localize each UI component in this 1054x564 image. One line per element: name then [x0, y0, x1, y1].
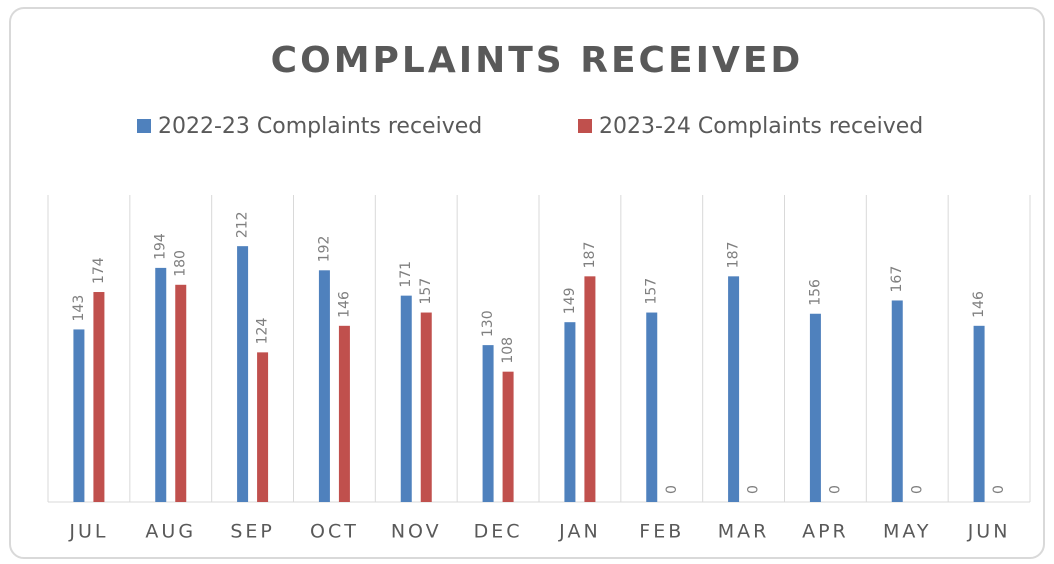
bar	[584, 276, 596, 502]
bar	[482, 345, 494, 502]
data-label: 171	[398, 261, 414, 288]
data-label: 192	[316, 236, 332, 263]
x-tick-label: FEB	[639, 521, 684, 543]
x-tick-label: AUG	[145, 521, 196, 543]
bar	[891, 300, 903, 502]
legend-swatch	[137, 119, 151, 133]
bar	[318, 270, 330, 502]
legend-label: 2023-24 Complaints received	[599, 114, 923, 139]
bar	[728, 276, 740, 502]
bar	[564, 322, 576, 502]
data-label: 194	[153, 233, 169, 260]
chart-title: COMPLAINTS RECEIVED	[271, 40, 804, 81]
x-tick-label: JUN	[967, 521, 1011, 543]
bar	[73, 329, 85, 502]
bar	[502, 371, 514, 502]
data-label: 0	[909, 485, 925, 494]
data-label: 130	[480, 310, 496, 337]
data-label: 180	[173, 250, 189, 277]
data-label: 146	[971, 291, 987, 318]
data-label: 124	[255, 318, 271, 345]
data-label: 156	[807, 279, 823, 306]
data-label: 0	[991, 485, 1007, 494]
x-tick-label: APR	[802, 521, 849, 543]
x-tick-label: JAN	[558, 521, 600, 543]
bar	[809, 313, 821, 502]
data-label: 149	[562, 287, 578, 314]
data-label: 187	[726, 242, 742, 269]
chart-card	[9, 7, 1045, 559]
data-label: 143	[71, 295, 87, 322]
x-tick-label: MAY	[883, 521, 932, 543]
x-tick-label: JUL	[68, 521, 108, 543]
data-label: 0	[664, 485, 680, 494]
data-label: 174	[91, 257, 107, 284]
bar	[237, 246, 249, 502]
x-tick-label: SEP	[230, 521, 275, 543]
data-label: 157	[644, 278, 660, 305]
x-tick-label: OCT	[310, 521, 359, 543]
data-label: 0	[746, 485, 762, 494]
bar	[338, 325, 350, 502]
bar	[257, 352, 269, 502]
data-label: 108	[500, 337, 516, 364]
x-tick-label: MAR	[718, 521, 770, 543]
bar	[400, 295, 412, 502]
bar	[155, 267, 167, 502]
data-label: 146	[336, 291, 352, 318]
bar	[420, 312, 432, 502]
legend-label: 2022-23 Complaints received	[158, 114, 482, 139]
bar	[93, 292, 105, 502]
bar	[646, 312, 658, 502]
x-tick-label: DEC	[474, 521, 523, 543]
bar	[175, 284, 187, 502]
data-label: 0	[827, 485, 843, 494]
data-label: 212	[235, 211, 251, 238]
bar	[973, 325, 985, 502]
data-label: 167	[889, 266, 905, 293]
legend-swatch	[578, 119, 592, 133]
data-label: 157	[418, 278, 434, 305]
data-label: 187	[582, 242, 598, 269]
x-tick-label: NOV	[391, 521, 442, 543]
